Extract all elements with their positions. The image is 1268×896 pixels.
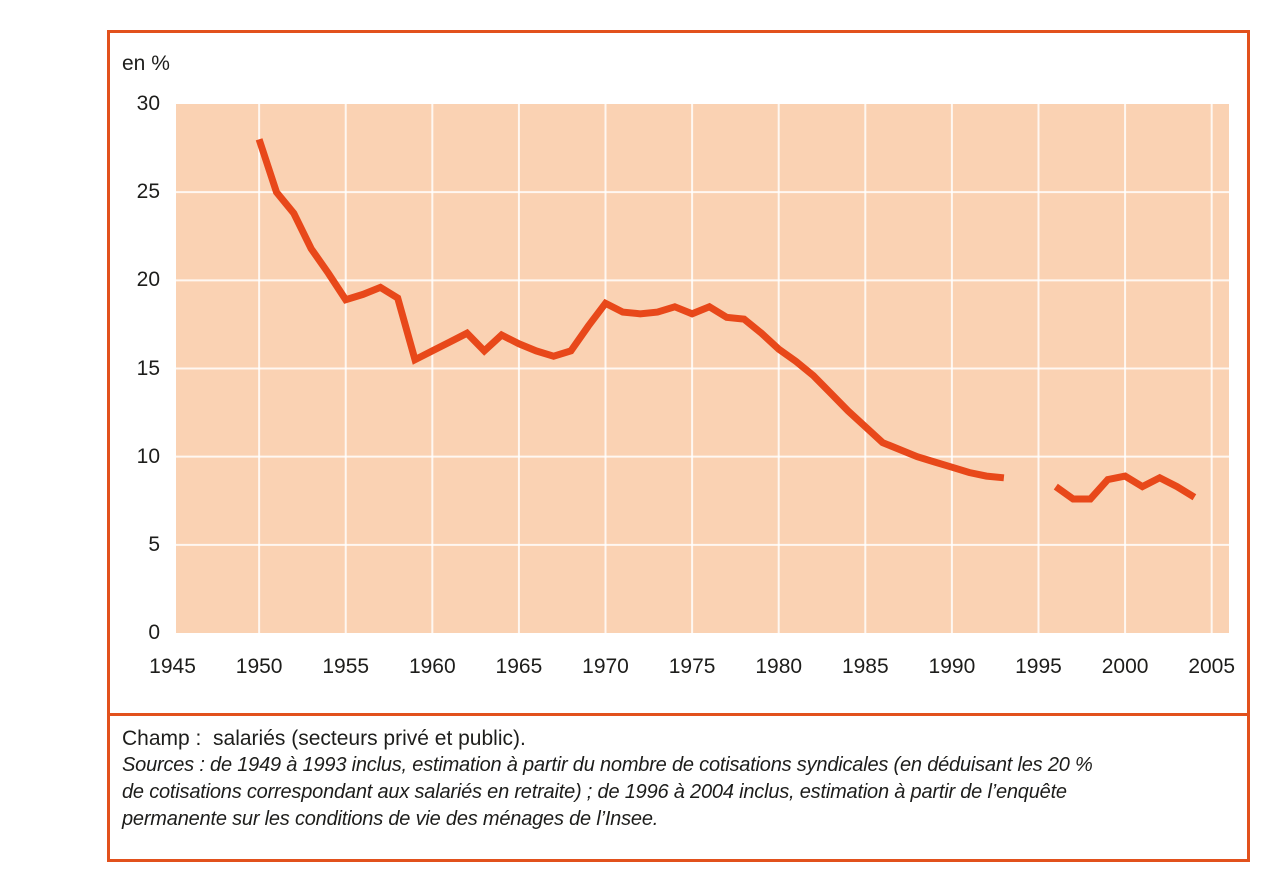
y-axis-unit-label: en %: [122, 52, 170, 75]
union-density-chart: [176, 104, 1229, 633]
x-axis-tick-label: 2005: [1188, 655, 1236, 678]
sources-note-line: de cotisations correspondant aux salarié…: [122, 781, 1067, 803]
x-axis-tick-label: 1980: [755, 655, 803, 678]
x-axis-tick-label: 1990: [928, 655, 976, 678]
series-line: [255, 138, 1005, 482]
chart-section: en % 0 5 10 15 20 25 30 1945 1950 1955 1960 1965 19…: [110, 33, 1247, 713]
y-axis-tick-label: 5: [148, 532, 160, 556]
figure-panel: en % 0 5 10 15 20 25 30 1945 1950 1955 1960 1965 19…: [107, 30, 1250, 862]
data-series: [255, 138, 1197, 503]
x-axis-tick-label: 1950: [235, 655, 283, 678]
sources-note-line: permanente sur les conditions de vie des…: [122, 808, 659, 830]
champ-note: Champ : salariés (secteurs privé et publ…: [122, 727, 526, 750]
x-axis-tick-label: 1960: [408, 655, 456, 678]
divider-line: [110, 713, 1247, 716]
sources-note: Sources : de 1949 à 1993 inclus, estimat…: [122, 752, 1239, 833]
x-axis-tick-label: 1955: [322, 655, 370, 678]
y-axis-tick-label: 0: [148, 621, 160, 644]
x-axis-tick-label: 1995: [1015, 655, 1062, 678]
series-line: [1053, 472, 1197, 503]
x-axis-tick-label: 2000: [1101, 655, 1149, 678]
x-axis-tick-label: 1945: [149, 655, 196, 678]
y-axis-tick-label: 15: [136, 356, 160, 380]
gridlines: [176, 104, 1229, 633]
x-axis-tick-label: 1975: [668, 655, 716, 678]
y-axis-tick-label: 25: [136, 180, 160, 204]
x-axis-tick-label: 1970: [582, 655, 629, 678]
footnotes: Champ : salariés (secteurs privé et publ…: [122, 725, 1239, 833]
y-axis-tick-label: 30: [136, 92, 160, 115]
y-axis-tick-label: 10: [136, 444, 160, 468]
sources-note-line: Sources : de 1949 à 1993 inclus, estimat…: [122, 754, 1093, 776]
x-axis-tick-label: 1965: [495, 655, 543, 678]
y-axis-tick-label: 20: [136, 268, 160, 292]
x-axis-tick-label: 1985: [841, 655, 889, 678]
